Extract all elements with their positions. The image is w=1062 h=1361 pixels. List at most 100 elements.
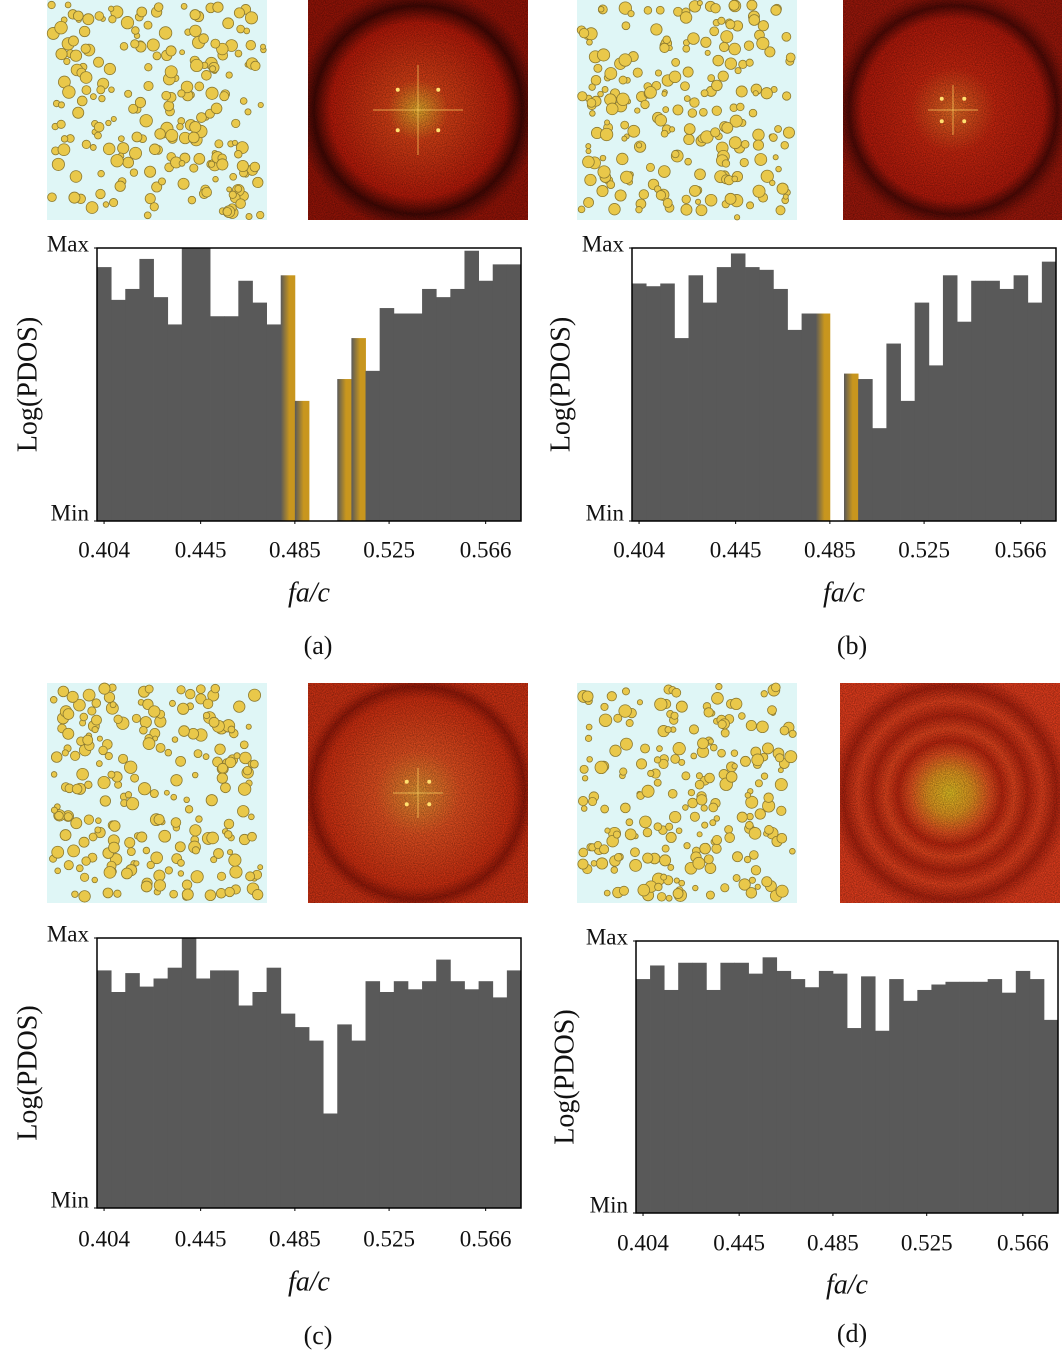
particle (701, 805, 707, 811)
bar (507, 264, 522, 521)
particle (646, 163, 654, 171)
bar (224, 316, 239, 521)
bar (238, 1006, 253, 1209)
particle (721, 729, 729, 737)
particle (149, 706, 160, 717)
particle (257, 211, 264, 218)
particle (683, 805, 689, 811)
y-tick-label: Max (582, 231, 625, 256)
bar (450, 289, 465, 521)
particle (672, 58, 680, 66)
particle (689, 185, 700, 196)
y-tick-label: Min (586, 500, 625, 525)
particle (636, 759, 646, 769)
bar (125, 289, 140, 521)
fft-peak (396, 128, 400, 132)
particle (726, 20, 735, 29)
particle (60, 830, 71, 841)
particle (622, 22, 630, 30)
particle (217, 159, 228, 170)
particle (635, 108, 640, 113)
particle (175, 842, 185, 852)
bar (745, 267, 760, 521)
particle (234, 8, 244, 18)
particle (123, 157, 134, 168)
panel-label: (b) (837, 631, 867, 660)
particle (234, 150, 242, 158)
panel-label: (d) (837, 1319, 867, 1348)
y-axis-label: Log(PDOS) (12, 317, 43, 452)
particle (130, 169, 138, 177)
particle (749, 109, 757, 117)
particle (666, 823, 673, 830)
particle (745, 792, 751, 798)
particle (209, 717, 219, 727)
particle (644, 7, 652, 15)
particle (238, 783, 251, 796)
x-tick-label: 0.404 (613, 537, 665, 562)
particle (753, 129, 765, 141)
particle (217, 872, 225, 880)
particle (79, 891, 90, 902)
particle (103, 888, 113, 898)
particle (95, 827, 101, 833)
particle (610, 745, 621, 756)
particle (83, 689, 95, 701)
bar (646, 286, 661, 521)
particle (178, 178, 189, 189)
particle (153, 52, 161, 60)
particle (48, 1, 55, 8)
particle (695, 169, 706, 180)
particle (109, 821, 120, 832)
particle (681, 82, 690, 91)
particle (188, 132, 199, 143)
particle (648, 770, 654, 776)
particle (103, 202, 109, 208)
particle (764, 793, 774, 803)
y-tick-label: Max (47, 231, 90, 256)
particle (118, 143, 129, 154)
y-axis-label: Log(PDOS) (12, 1005, 43, 1140)
particle (656, 190, 665, 199)
fft-peak (405, 802, 409, 806)
particle (725, 193, 736, 204)
particle-pattern (47, 0, 267, 220)
particle (190, 25, 202, 37)
particle (688, 33, 700, 45)
particle (704, 708, 713, 717)
particle (172, 737, 178, 743)
particle (669, 811, 680, 822)
particle (676, 701, 687, 712)
particle (83, 14, 94, 25)
particle (666, 895, 672, 901)
particle (771, 683, 780, 692)
particle (65, 2, 71, 8)
particle (661, 130, 668, 137)
particle (205, 890, 216, 901)
particle (165, 66, 177, 78)
particle (672, 688, 681, 697)
particle (777, 183, 788, 194)
particle (601, 805, 609, 813)
particle (232, 140, 237, 145)
bar (182, 938, 197, 1208)
bar (985, 281, 1000, 521)
particle (663, 107, 669, 113)
particle (77, 768, 89, 780)
particle (790, 848, 796, 854)
particle (143, 847, 150, 854)
particle (57, 120, 65, 128)
particle (643, 853, 653, 863)
particle (614, 714, 622, 722)
bar (734, 963, 748, 1213)
particle (614, 854, 622, 862)
particle (753, 140, 763, 150)
particle (601, 703, 608, 710)
particle (203, 699, 213, 709)
x-tick-label: 0.566 (997, 1230, 1049, 1255)
particle (138, 783, 150, 795)
particle (777, 806, 786, 815)
bar (903, 1001, 917, 1213)
bar (351, 1041, 366, 1208)
fft-peak (405, 780, 409, 784)
